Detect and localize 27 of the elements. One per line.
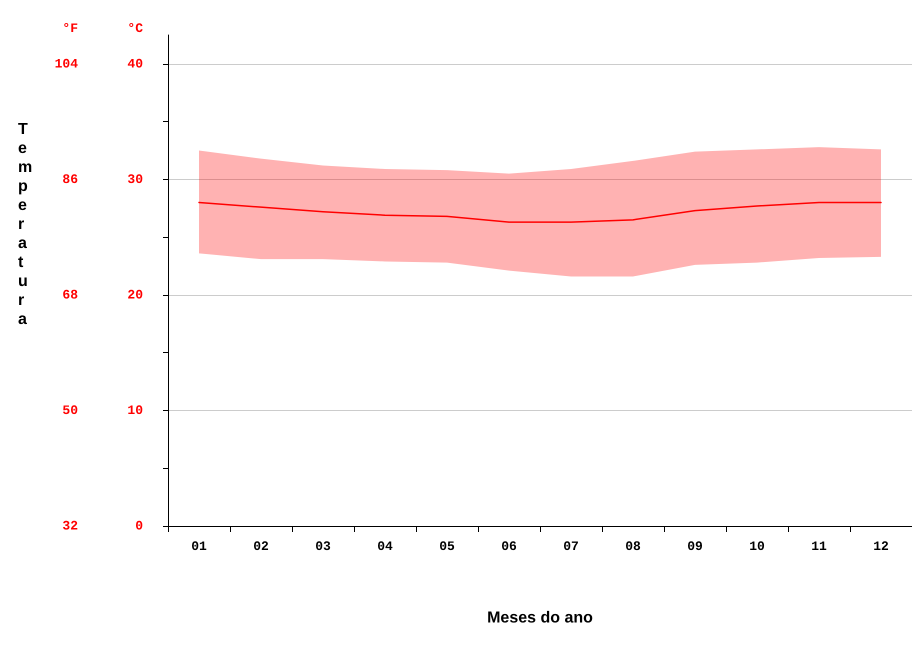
y-axis-title: °C [127, 21, 144, 36]
y-tick-label: 20 [127, 287, 144, 302]
y2-tick-label: 104 [54, 56, 78, 72]
x-tick-label: 04 [377, 539, 393, 554]
x-tick-label: 02 [253, 539, 269, 554]
x-tick-label: 09 [687, 539, 703, 554]
y2-tick-label: 50 [62, 402, 78, 418]
y-tick-label: 40 [127, 56, 144, 72]
y-tick-label: 10 [127, 402, 144, 418]
x-tick-label: 03 [315, 539, 331, 554]
x-tick-label: 11 [811, 539, 827, 554]
y2-tick-label: 32 [62, 518, 78, 534]
line-series [198, 202, 882, 223]
x-tick-label: 12 [873, 539, 889, 554]
x-tick-label: 01 [191, 539, 207, 554]
x-tick-label: 08 [625, 539, 641, 554]
x-tick-label: 10 [749, 539, 765, 554]
x-axis-title: Meses do ano [487, 610, 594, 626]
x-tick-label: 06 [501, 539, 517, 554]
y-tick-label: 30 [127, 172, 144, 187]
y2-axis-title: °F [62, 21, 78, 36]
x-tick-label: 05 [439, 539, 455, 554]
x-tick-label: 07 [563, 539, 579, 554]
y-tick-label: 0 [135, 518, 144, 534]
y2-tick-label: 86 [62, 172, 78, 187]
y2-tick-label: 68 [62, 287, 78, 302]
text: Temperatura [18, 121, 32, 328]
